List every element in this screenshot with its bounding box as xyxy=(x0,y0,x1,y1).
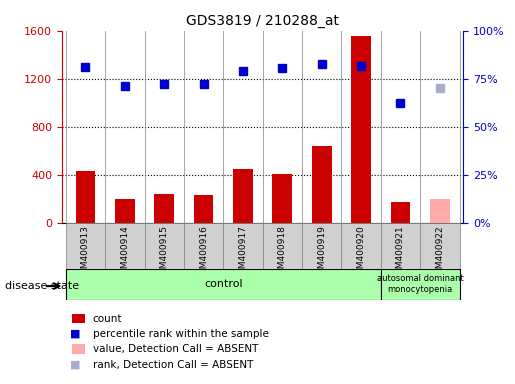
Title: GDS3819 / 210288_at: GDS3819 / 210288_at xyxy=(186,14,339,28)
Text: GSM400914: GSM400914 xyxy=(121,225,129,280)
FancyBboxPatch shape xyxy=(66,223,105,269)
Text: count: count xyxy=(93,314,122,324)
Bar xyxy=(312,146,332,223)
FancyBboxPatch shape xyxy=(184,223,224,269)
Text: GSM400922: GSM400922 xyxy=(435,225,444,280)
Text: GSM400920: GSM400920 xyxy=(356,225,366,280)
Text: ■: ■ xyxy=(70,329,80,339)
Text: autosomal dominant
monocytopenia: autosomal dominant monocytopenia xyxy=(377,275,464,294)
FancyBboxPatch shape xyxy=(302,223,341,269)
Bar xyxy=(194,195,213,223)
Text: ■: ■ xyxy=(70,360,80,370)
Text: percentile rank within the sample: percentile rank within the sample xyxy=(93,329,269,339)
Text: GSM400917: GSM400917 xyxy=(238,225,248,280)
FancyBboxPatch shape xyxy=(420,223,459,269)
Text: disease state: disease state xyxy=(5,281,79,291)
FancyBboxPatch shape xyxy=(145,223,184,269)
FancyBboxPatch shape xyxy=(66,269,381,300)
Text: control: control xyxy=(204,279,243,289)
Bar xyxy=(351,36,371,223)
Bar xyxy=(115,199,134,223)
Bar xyxy=(430,199,450,223)
FancyBboxPatch shape xyxy=(341,223,381,269)
FancyBboxPatch shape xyxy=(224,223,263,269)
FancyBboxPatch shape xyxy=(381,223,420,269)
Bar xyxy=(272,174,292,223)
Bar xyxy=(76,171,95,223)
Text: GSM400918: GSM400918 xyxy=(278,225,287,280)
FancyBboxPatch shape xyxy=(105,223,145,269)
Text: GSM400921: GSM400921 xyxy=(396,225,405,280)
Text: GSM400919: GSM400919 xyxy=(317,225,326,280)
FancyBboxPatch shape xyxy=(263,223,302,269)
Text: GSM400915: GSM400915 xyxy=(160,225,169,280)
Bar xyxy=(391,202,410,223)
Text: GSM400913: GSM400913 xyxy=(81,225,90,280)
Text: value, Detection Call = ABSENT: value, Detection Call = ABSENT xyxy=(93,344,258,354)
Text: rank, Detection Call = ABSENT: rank, Detection Call = ABSENT xyxy=(93,360,253,370)
Text: GSM400916: GSM400916 xyxy=(199,225,208,280)
Bar xyxy=(154,194,174,223)
Bar xyxy=(233,169,253,223)
FancyBboxPatch shape xyxy=(381,269,459,300)
